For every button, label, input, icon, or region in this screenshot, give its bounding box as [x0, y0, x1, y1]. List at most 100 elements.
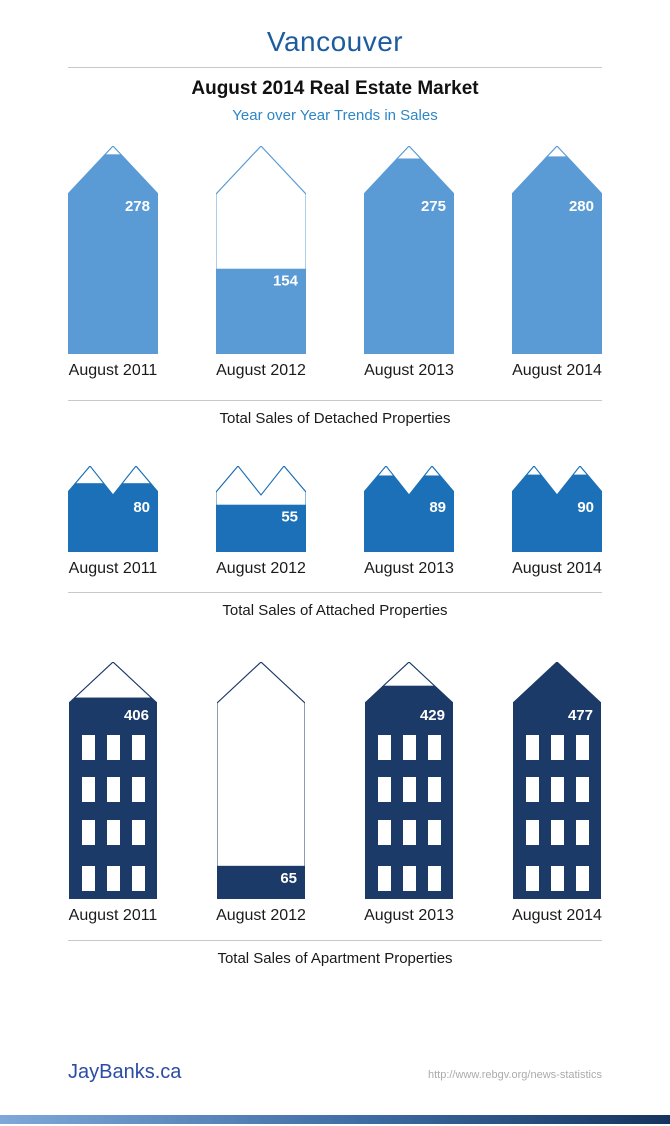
chart-caption-attached: Total Sales of Attached Properties — [222, 602, 448, 619]
chart-column: 154 August 2012 — [213, 146, 309, 380]
window-icon — [551, 735, 564, 760]
year-label: August 2012 — [216, 362, 306, 379]
window-icon — [132, 735, 145, 760]
window-icon — [526, 777, 539, 802]
window-icon — [403, 866, 416, 891]
detached-chart: 278 August 2011 154 August 2012 275 August 20… — [0, 146, 670, 380]
window-icon — [551, 777, 564, 802]
window-icon — [132, 820, 145, 845]
window-icon — [428, 820, 441, 845]
window-icon — [132, 777, 145, 802]
detached-house-pictogram: 280 — [512, 146, 602, 354]
chart-column: 80 August 2011 — [65, 466, 161, 578]
detached-section: 278 August 2011 154 August 2012 275 August 20… — [0, 146, 670, 428]
apartment-section: 406 August 2011 65 August 2012 429 August 201… — [0, 662, 670, 968]
year-label: August 2014 — [512, 560, 602, 577]
apartment-chart: 406 August 2011 65 August 2012 429 August 201… — [0, 662, 670, 925]
window-icon — [551, 820, 564, 845]
chart-column: 429 August 2013 — [361, 662, 457, 925]
value-label: 65 — [280, 870, 297, 887]
year-label: August 2011 — [68, 907, 158, 924]
chart-column: 55 August 2012 — [213, 466, 309, 578]
value-label: 429 — [420, 707, 445, 724]
window-icon — [378, 735, 391, 760]
header-divider — [68, 67, 602, 68]
window-icon — [107, 866, 120, 891]
value-label: 89 — [429, 499, 446, 516]
infographic-page: Vancouver August 2014 Real Estate Market… — [0, 26, 670, 1126]
section-divider — [68, 940, 602, 941]
value-label: 55 — [281, 509, 298, 526]
window-icon — [107, 777, 120, 802]
window-icon — [526, 820, 539, 845]
window-icon — [107, 735, 120, 760]
year-label: August 2013 — [364, 560, 454, 577]
window-icon — [576, 777, 589, 802]
chart-caption-detached: Total Sales of Detached Properties — [219, 410, 451, 427]
report-heading: August 2014 Real Estate Market — [191, 78, 479, 99]
window-icon — [526, 735, 539, 760]
window-icon — [82, 866, 95, 891]
chart-column: 278 August 2011 — [65, 146, 161, 380]
page-title: Vancouver — [266, 26, 404, 57]
detached-house-pictogram: 278 — [68, 146, 158, 354]
year-label: August 2013 — [364, 907, 454, 924]
chart-column: 65 August 2012 — [213, 662, 309, 925]
year-label: August 2012 — [216, 560, 306, 577]
value-label: 278 — [125, 198, 150, 215]
attached-house-pictogram: 55 — [216, 466, 306, 552]
apartment-building-pictogram: 477 — [513, 662, 601, 899]
section-divider — [68, 400, 602, 401]
value-label: 90 — [577, 499, 594, 516]
year-label: August 2011 — [68, 560, 158, 577]
value-label: 80 — [133, 499, 150, 516]
attached-house-pictogram: 90 — [512, 466, 602, 552]
window-icon — [428, 866, 441, 891]
window-icon — [403, 777, 416, 802]
report-subheading: Year over Year Trends in Sales — [232, 107, 438, 124]
window-icon — [378, 866, 391, 891]
brand-logo-text: JayBanks.ca — [68, 1061, 182, 1083]
year-label: August 2014 — [512, 907, 602, 924]
chart-column: 275 August 2013 — [361, 146, 457, 380]
year-label: August 2012 — [216, 907, 306, 924]
year-label: August 2011 — [68, 362, 158, 379]
value-label: 275 — [421, 198, 446, 215]
bottom-bar — [0, 1115, 670, 1124]
chart-column: 280 August 2014 — [509, 146, 605, 380]
year-label: August 2014 — [512, 362, 602, 379]
window-icon — [107, 820, 120, 845]
value-label: 280 — [569, 198, 594, 215]
value-label: 477 — [568, 707, 593, 724]
window-icon — [82, 777, 95, 802]
window-icon — [526, 866, 539, 891]
window-icon — [403, 735, 416, 760]
footer: JayBanks.ca http://www.rebgv.org/news-st… — [68, 1060, 602, 1084]
year-label: August 2013 — [364, 362, 454, 379]
window-icon — [428, 735, 441, 760]
chart-caption-apartment: Total Sales of Apartment Properties — [217, 950, 453, 967]
detached-house-pictogram: 154 — [216, 146, 306, 354]
attached-chart: 80 August 2011 55 August 2012 89 August 2013 9… — [0, 466, 670, 578]
window-icon — [378, 820, 391, 845]
value-label: 154 — [273, 273, 299, 290]
chart-column: 406 August 2011 — [65, 662, 161, 925]
window-icon — [132, 866, 145, 891]
attached-house-pictogram: 89 — [364, 466, 454, 552]
window-icon — [82, 820, 95, 845]
apartment-building-pictogram: 429 — [365, 662, 453, 899]
window-icon — [378, 777, 391, 802]
attached-section: 80 August 2011 55 August 2012 89 August 2013 9… — [0, 466, 670, 620]
window-icon — [551, 866, 564, 891]
window-icon — [576, 735, 589, 760]
window-icon — [82, 735, 95, 760]
window-icon — [576, 866, 589, 891]
value-label: 406 — [124, 707, 149, 724]
chart-column: 477 August 2014 — [509, 662, 605, 925]
window-icon — [428, 777, 441, 802]
chart-column: 89 August 2013 — [361, 466, 457, 578]
attached-house-pictogram: 80 — [68, 466, 158, 552]
source-url: http://www.rebgv.org/news-statistics — [427, 1069, 602, 1081]
window-icon — [403, 820, 416, 845]
detached-house-pictogram: 275 — [364, 146, 454, 354]
